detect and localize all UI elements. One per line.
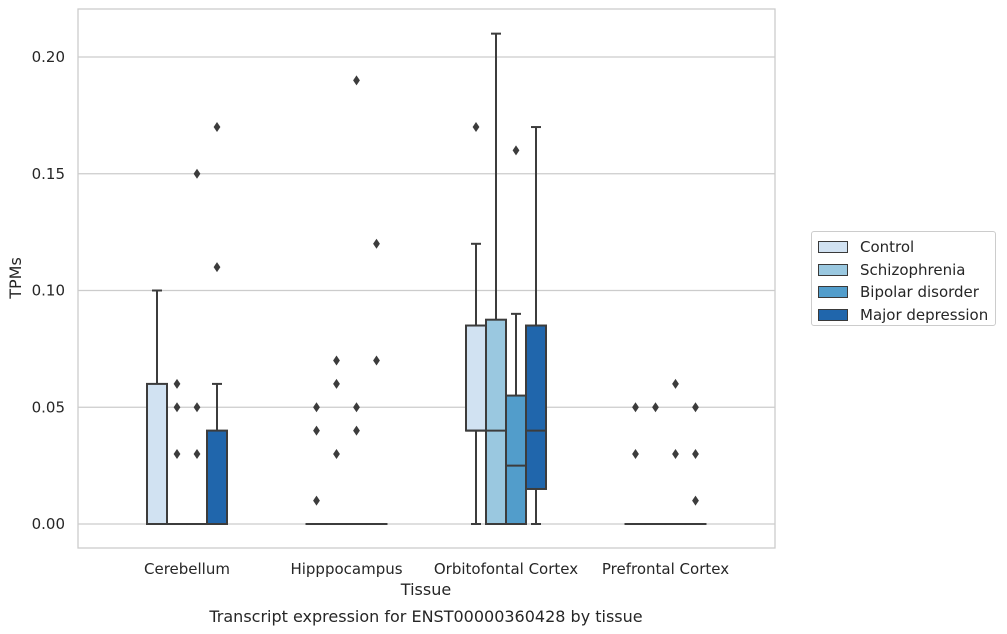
outlier-point [692, 495, 699, 506]
outlier-point [193, 168, 201, 179]
outlier-point [512, 145, 520, 156]
legend-label: Major depression [860, 305, 989, 324]
outlier-point [353, 425, 360, 436]
outlier-point [193, 402, 201, 413]
legend: Control Schizophrenia Bipolar disorder Majo… [811, 231, 996, 326]
box-bipolar-disorder [664, 378, 687, 526]
box-control [305, 402, 328, 526]
x-axis-label: Tissue [400, 580, 451, 599]
y-tick-label: 0.15 [32, 165, 65, 183]
x-tick-label: Hipppocampus [290, 560, 402, 578]
y-axis-label: TPMs [6, 257, 25, 300]
outlier-point [313, 425, 320, 436]
y-tick-label: 0.00 [32, 515, 65, 533]
outlier-point [692, 448, 699, 459]
outlier-point [173, 402, 181, 413]
outlier-point [313, 402, 320, 413]
legend-label: Control [860, 238, 915, 257]
outlier-point [213, 262, 221, 273]
box-control [146, 289, 168, 525]
outlier-point [692, 402, 699, 413]
box-body [525, 324, 547, 490]
box-bipolar-disorder [345, 75, 368, 526]
outlier-point [353, 75, 360, 86]
outlier-point [472, 122, 480, 133]
legend-item: Schizophrenia [812, 259, 995, 282]
outlier-point [632, 402, 639, 413]
box-schizophrenia [166, 378, 188, 526]
x-tick-label: Cerebellum [144, 560, 230, 578]
outlier-point [333, 355, 340, 366]
box-body [146, 382, 168, 525]
outlier-point [313, 495, 320, 506]
legend-swatch [818, 308, 848, 321]
box-control [465, 122, 487, 525]
outlier-point [333, 378, 340, 389]
box-bipolar-disorder [186, 168, 208, 526]
outlier-point [173, 448, 181, 459]
box-schizophrenia [485, 32, 507, 525]
outlier-point [672, 378, 679, 389]
y-tick-label: 0.05 [32, 398, 65, 416]
box-major-depression [525, 126, 547, 525]
box-control [624, 402, 647, 526]
chart-title: Transcript expression for ENST0000036042… [208, 607, 642, 626]
box-body [465, 324, 487, 432]
legend-label: Bipolar disorder [860, 283, 979, 302]
outlier-point [672, 448, 679, 459]
outlier-point [373, 238, 380, 249]
outlier-point [333, 448, 340, 459]
legend-swatch [818, 286, 848, 299]
y-tick-labels: 0.00 0.05 0.10 0.15 0.20 [32, 48, 65, 533]
plot-frame [77, 8, 776, 549]
box-bipolar-disorder [505, 145, 527, 526]
x-tick-labels: Cerebellum Hipppocampus Orbitofontal Corte… [144, 560, 729, 578]
box-layer [146, 32, 707, 526]
outlier-point [632, 448, 639, 459]
grid-lines [78, 56, 775, 525]
outlier-point [173, 378, 181, 389]
box-major-depression [365, 238, 388, 526]
y-tick-label: 0.10 [32, 282, 65, 300]
legend-swatch [818, 263, 848, 276]
outlier-point [213, 122, 221, 133]
box-major-depression [206, 122, 228, 526]
outlier-point [652, 402, 659, 413]
legend-item: Bipolar disorder [812, 281, 995, 304]
box-body [505, 394, 527, 526]
box-body [206, 429, 228, 526]
box-schizophrenia [644, 402, 667, 526]
outlier-point [193, 448, 201, 459]
x-tick-label: Prefrontal Cortex [602, 560, 729, 578]
box-major-depression [684, 402, 707, 526]
x-tick-label: Orbitofontal Cortex [434, 560, 578, 578]
box-schizophrenia [325, 355, 348, 526]
y-tick-label: 0.20 [32, 48, 65, 66]
outlier-point [373, 355, 380, 366]
legend-swatch [818, 241, 848, 254]
legend-label: Schizophrenia [860, 260, 966, 279]
legend-item: Control [812, 236, 995, 259]
outlier-point [353, 402, 360, 413]
box-body [485, 318, 507, 525]
legend-item: Major depression [812, 304, 995, 327]
